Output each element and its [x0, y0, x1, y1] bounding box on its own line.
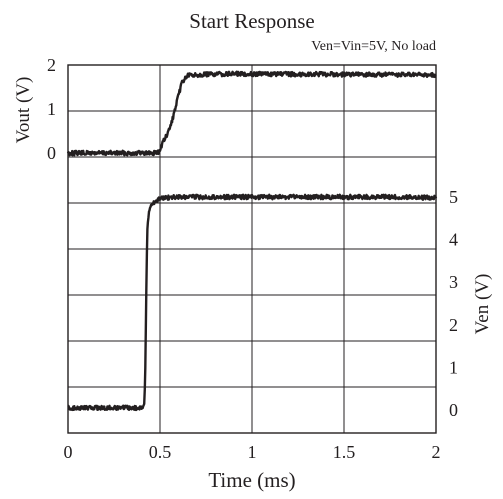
- y-right-axis-label: Ven (V): [472, 274, 493, 335]
- x-tick-label: 0: [64, 442, 73, 462]
- y-right-tick-label: 4: [449, 230, 458, 250]
- x-axis-label: Time (ms): [208, 468, 295, 492]
- plot-frame: [67, 64, 437, 434]
- y-left-tick-label: 1: [47, 99, 56, 119]
- y-right-tick-label: 2: [449, 315, 458, 335]
- y-left-tick-labels: 0 1 2: [47, 55, 56, 163]
- ven-trace: [67, 193, 438, 412]
- x-tick-label: 0.5: [149, 442, 172, 462]
- chart-subtitle: Ven=Vin=5V, No load: [311, 39, 436, 54]
- y-left-axis-label: Vout (V): [13, 77, 34, 144]
- y-right-tick-label: 3: [449, 272, 458, 292]
- x-tick-label: 2: [432, 442, 441, 462]
- vout-trace: [66, 70, 437, 157]
- y-left-tick-label: 2: [47, 55, 56, 75]
- y-right-tick-labels: 0 1 2 3 4 5: [449, 187, 458, 420]
- traces: [66, 70, 438, 412]
- y-left-tick-label: 0: [47, 143, 56, 163]
- x-tick-labels: 0 0.5 1 1.5 2: [64, 442, 441, 462]
- grid-lines: [67, 65, 437, 433]
- y-right-tick-label: 0: [449, 400, 458, 420]
- x-tick-label: 1.5: [333, 442, 356, 462]
- y-right-tick-label: 1: [449, 357, 458, 377]
- y-right-tick-label: 5: [449, 187, 458, 207]
- chart-title: Start Response: [189, 9, 314, 33]
- x-tick-label: 1: [248, 442, 257, 462]
